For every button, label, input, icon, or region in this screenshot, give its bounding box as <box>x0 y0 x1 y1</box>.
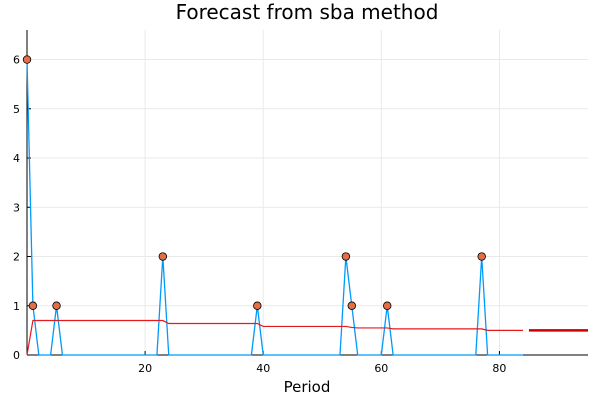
demand-point <box>477 252 486 261</box>
y-tick-label: 5 <box>13 103 20 116</box>
actual-demand-line <box>26 59 524 356</box>
demand-point <box>22 55 32 64</box>
y-tick-label: 6 <box>13 54 20 67</box>
demand-point <box>28 301 38 310</box>
y-tick-label: 4 <box>13 152 20 165</box>
x-axis-label: Period <box>284 378 331 396</box>
y-tick-label: 3 <box>13 201 20 214</box>
demand-point <box>347 301 356 310</box>
demand-point <box>383 301 392 310</box>
demand-point <box>52 301 61 310</box>
series-layer <box>22 55 588 356</box>
demand-point <box>158 252 168 261</box>
x-tick-label: 80 <box>492 362 506 375</box>
demand-point <box>341 252 351 261</box>
x-tick-label: 40 <box>256 362 270 375</box>
x-tick-label: 60 <box>374 362 388 375</box>
y-tick-label: 1 <box>13 300 20 313</box>
x-tick-label: 20 <box>138 362 152 375</box>
chart-title: Forecast from sba method <box>176 0 439 24</box>
tick-labels: 20 40 60 80 0 1 2 3 4 5 6 <box>13 54 506 375</box>
fitted-line <box>26 319 524 356</box>
grid-layer <box>27 30 588 356</box>
y-tick-label: 0 <box>13 349 20 362</box>
demand-point <box>253 301 262 310</box>
y-tick-label: 2 <box>13 251 20 264</box>
